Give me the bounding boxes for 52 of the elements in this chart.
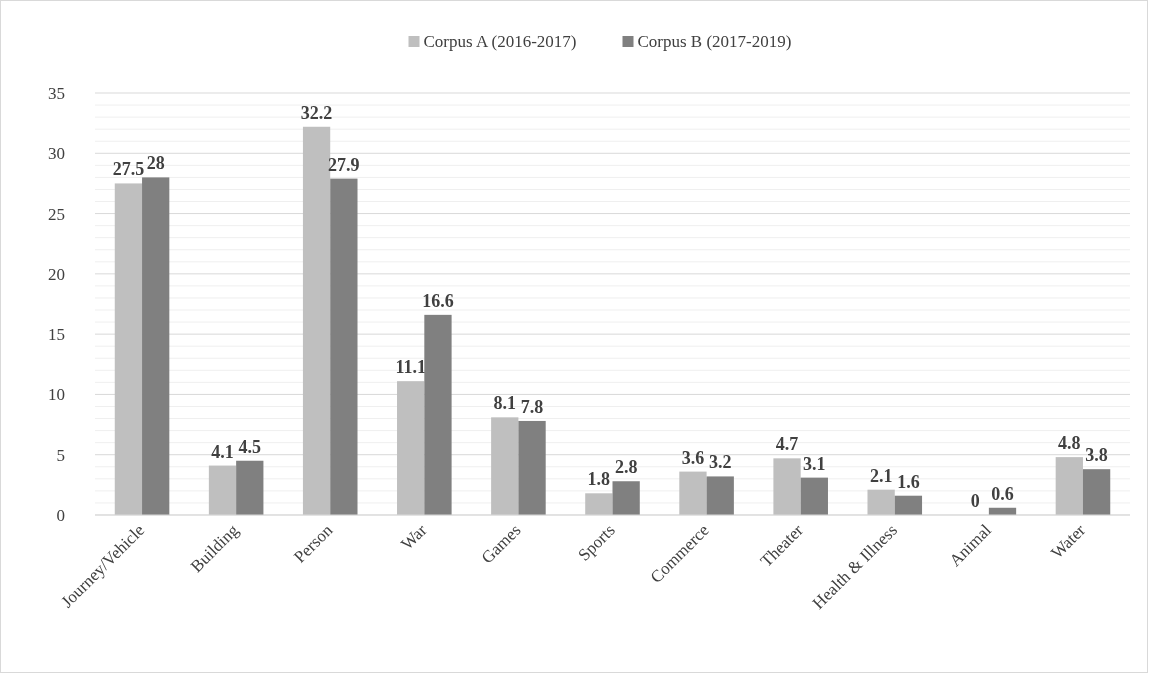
data-label: 1.6 bbox=[897, 471, 920, 492]
data-label: 4.7 bbox=[775, 434, 799, 455]
data-label: 2.8 bbox=[614, 457, 638, 478]
y-tick-label: 10 bbox=[48, 385, 65, 405]
bar bbox=[706, 476, 734, 515]
bar bbox=[679, 471, 707, 515]
data-label: 3.6 bbox=[681, 447, 705, 468]
bar bbox=[236, 460, 264, 515]
bar bbox=[773, 458, 801, 515]
data-label: 0 bbox=[970, 491, 980, 511]
data-label: 4.1 bbox=[211, 441, 234, 462]
data-label: 1.8 bbox=[587, 469, 611, 490]
data-label: 32.2 bbox=[300, 102, 333, 123]
bar bbox=[397, 381, 425, 515]
bar bbox=[114, 183, 143, 515]
y-tick-label: 5 bbox=[56, 445, 65, 465]
bar bbox=[142, 177, 170, 515]
bar bbox=[330, 178, 358, 515]
bar bbox=[1055, 457, 1083, 515]
data-label: 7.8 bbox=[520, 396, 544, 417]
bar bbox=[585, 493, 613, 515]
data-label: 3.8 bbox=[1085, 445, 1108, 466]
data-label: 8.1 bbox=[493, 393, 517, 414]
y-tick-label: 20 bbox=[48, 264, 65, 284]
bar bbox=[894, 495, 923, 515]
data-label: 2.1 bbox=[869, 465, 893, 486]
data-label: 11.1 bbox=[395, 357, 426, 378]
legend-label: Corpus A (2016-2017) bbox=[423, 32, 577, 51]
bar bbox=[491, 417, 519, 515]
x-tick-label: War bbox=[397, 520, 431, 554]
data-label: 3.1 bbox=[803, 453, 826, 474]
data-label: 0.6 bbox=[991, 483, 1014, 504]
y-tick-label: 25 bbox=[48, 204, 65, 224]
bar bbox=[208, 465, 237, 515]
bar bbox=[424, 314, 452, 515]
data-label: 3.2 bbox=[708, 452, 732, 473]
bar bbox=[867, 489, 895, 515]
data-label: 27.5 bbox=[112, 159, 145, 180]
data-label: 4.5 bbox=[238, 436, 262, 457]
y-tick-label: 0 bbox=[56, 505, 65, 525]
y-tick-label: 15 bbox=[48, 325, 65, 345]
data-label: 28 bbox=[146, 153, 165, 174]
bar bbox=[1082, 469, 1111, 515]
y-tick-label: 35 bbox=[48, 83, 65, 103]
bar bbox=[518, 420, 546, 515]
bar bbox=[800, 477, 828, 515]
data-label: 27.9 bbox=[328, 154, 360, 175]
bar bbox=[612, 481, 640, 515]
legend-label: Corpus B (2017-2019) bbox=[637, 32, 792, 51]
data-label: 4.8 bbox=[1058, 433, 1081, 454]
data-label: 16.6 bbox=[422, 290, 454, 311]
y-tick-label: 30 bbox=[48, 144, 65, 164]
